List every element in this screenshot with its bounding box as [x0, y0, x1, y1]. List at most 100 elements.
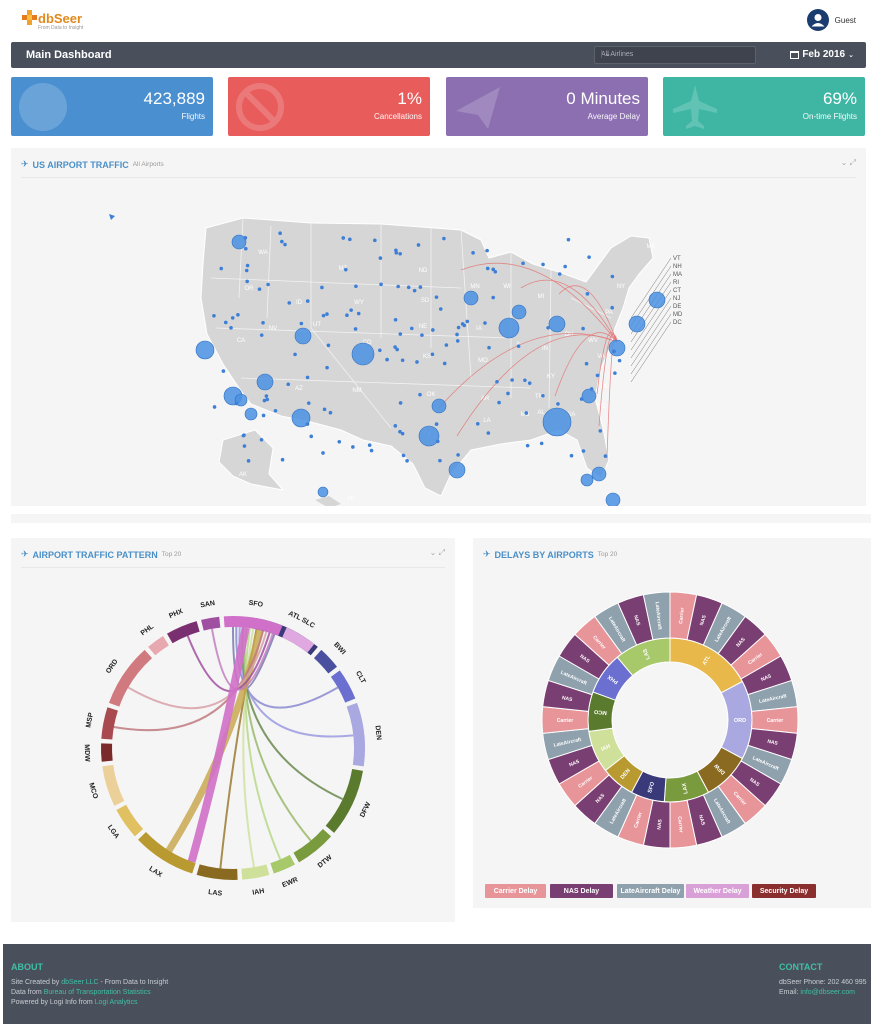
us-map[interactable]: WAORCANVIDMTWYUTAZNMCONDSDNEKSOKTXMNIAMO…	[11, 178, 866, 506]
kpi-cancellations[interactable]: 1% Cancellations	[228, 77, 430, 136]
airport-dot	[521, 261, 525, 266]
state-label: SD	[421, 298, 430, 304]
chord-segment	[138, 832, 196, 874]
airport-bubble	[256, 373, 274, 391]
airport-dot	[405, 459, 409, 463]
airport-dot	[322, 407, 327, 412]
airport-dot	[435, 439, 440, 444]
airport-dot	[378, 256, 383, 260]
airport-dot	[341, 236, 346, 240]
airport-dot	[603, 454, 608, 458]
state-label: WI	[503, 284, 511, 290]
sunburst-outer-label: NAS	[760, 673, 773, 683]
date-selector[interactable]: Feb 2016 ⌄	[790, 49, 854, 60]
airport-dot	[506, 391, 510, 396]
state-border	[266, 225, 272, 319]
sunburst-inner-label: LAS	[642, 647, 652, 660]
airline-filter-select[interactable]: All Airlines ⌄	[594, 46, 756, 64]
panel-controls[interactable]: ⌄ ⤢	[429, 548, 445, 557]
sunburst-outer-label: NAS	[699, 614, 708, 627]
airport-label: SAN	[200, 600, 216, 609]
airport-dot	[455, 339, 460, 343]
airport-dot	[475, 421, 480, 426]
flight-arc	[596, 332, 618, 395]
airport-dot	[401, 453, 406, 458]
airport-dot	[598, 429, 603, 433]
email-link[interactable]: info@dbseer.com	[800, 989, 855, 996]
brand-logo[interactable]: dbSeer From Data to Insight	[22, 10, 92, 34]
airport-dot	[438, 458, 442, 463]
chord-segment	[101, 743, 113, 762]
kpi-on-time[interactable]: 69% On-time Flights	[663, 77, 865, 136]
sunburst-inner-label: IAH	[600, 744, 611, 753]
dbseer-link[interactable]: dbSeer LLC	[61, 979, 99, 986]
chord-segment	[282, 627, 315, 653]
sunburst-inner-label: SFO	[647, 781, 656, 794]
logi-link[interactable]: Logi Analytics	[94, 999, 138, 1006]
airport-dot	[442, 236, 446, 241]
airport-dot	[337, 439, 342, 444]
state-label: DE	[673, 304, 681, 310]
user-menu[interactable]: Guest	[806, 9, 856, 31]
legend-nas-delay[interactable]: NAS Delay	[550, 884, 613, 898]
kpi-label: On-time Flights	[802, 112, 857, 121]
legend-security-delay[interactable]: Security Delay	[752, 884, 816, 898]
state-border	[570, 297, 612, 319]
state-label: NH	[673, 264, 682, 270]
airport-dot	[546, 325, 550, 330]
airport-dot	[221, 369, 226, 373]
airport-dot	[212, 405, 217, 409]
paper-plane-icon	[456, 87, 500, 129]
airport-dot	[430, 352, 435, 357]
state-label: KY	[547, 374, 555, 380]
state-label: MD	[673, 312, 683, 318]
sunburst-outer-segment	[642, 591, 671, 641]
top-bar: dbSeer From Data to Insight Guest	[0, 0, 874, 40]
avatar[interactable]	[806, 9, 829, 31]
panel-title: ✈ AIRPORT TRAFFIC PATTERN Top 20	[21, 549, 182, 560]
airport-dot	[306, 401, 311, 405]
airport-dot	[486, 431, 491, 435]
bts-link[interactable]: Bureau of Transportation Statistics	[43, 989, 151, 996]
airport-dot	[280, 239, 284, 244]
kpi-label: Flights	[181, 112, 205, 121]
chord-ribbon	[127, 631, 268, 710]
chord-diagram[interactable]: ATL BWI CLT DEN DFW DTW EWR IAH LAS LAX LGA MCO MDW M…	[11, 568, 455, 922]
legend-lateaircraft-delay[interactable]: LateAircraft Delay	[617, 884, 684, 898]
sunburst-inner-label: LAX	[681, 782, 689, 794]
panel-controls[interactable]: ⌄ ⤢	[840, 158, 856, 167]
legend-weather-delay[interactable]: Weather Delay	[686, 884, 749, 898]
sunburst-inner-label: ORD	[734, 718, 746, 724]
airport-dot	[385, 357, 389, 362]
airport-dot	[280, 457, 285, 462]
airport-dot	[212, 313, 216, 318]
leader-line	[630, 257, 672, 319]
plane-icon: ✈	[21, 159, 29, 169]
airport-dot	[460, 322, 465, 326]
chord-segment	[241, 864, 270, 880]
airport-dot	[369, 448, 374, 453]
contact-heading: CONTACT	[779, 962, 823, 972]
legend-carrier-delay[interactable]: Carrier Delay	[485, 884, 546, 898]
airport-bubble	[581, 388, 597, 404]
airport-dot	[412, 288, 417, 293]
state-label: DC	[673, 320, 682, 326]
kpi-flights[interactable]: 423,889 Flights	[11, 77, 213, 136]
airport-dot	[243, 236, 248, 240]
airport-bubble	[317, 486, 329, 498]
state-border	[238, 217, 244, 299]
state-label: MS	[521, 412, 530, 418]
airport-dot	[483, 321, 487, 325]
state-label: AL	[537, 410, 545, 416]
kpi-value: 423,889	[143, 89, 205, 108]
airport-dot	[259, 333, 264, 337]
airport-label: LAX	[148, 866, 164, 880]
sunburst-outer-label: NAS	[561, 695, 573, 703]
kpi-average-delay[interactable]: 0 Minutes Average Delay	[446, 77, 648, 136]
airport-bubble	[628, 315, 646, 333]
airport-dot	[321, 313, 326, 318]
airport-label: MCO	[87, 782, 99, 800]
state-label: OK	[427, 392, 436, 398]
state-label: GA	[567, 412, 576, 418]
